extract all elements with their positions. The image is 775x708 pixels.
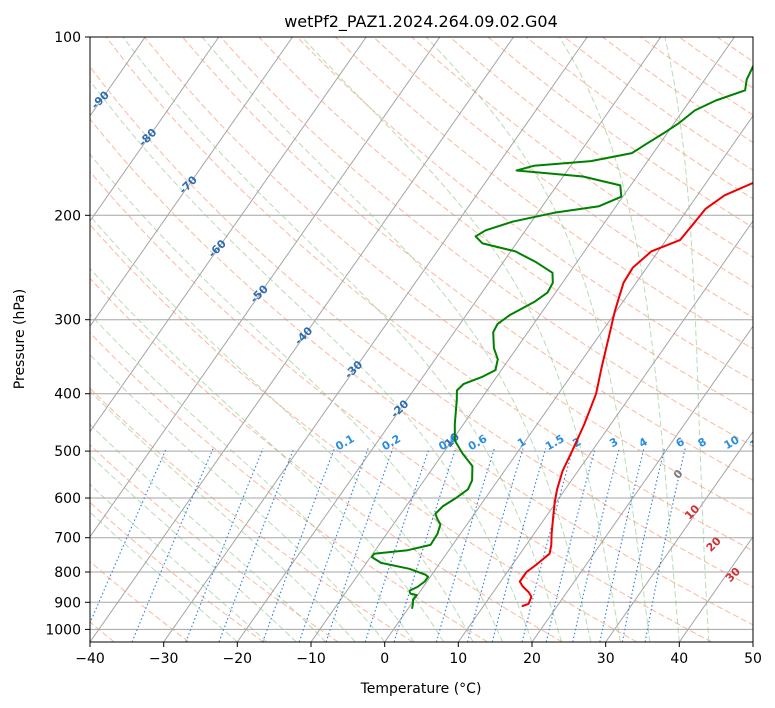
mixing-ratio-line bbox=[393, 448, 457, 642]
mixing-ratio-lines bbox=[90, 448, 686, 642]
y-tick-label: 900 bbox=[54, 595, 81, 611]
mixing-ratio-line bbox=[325, 448, 394, 642]
mixing-ratio-line bbox=[185, 448, 264, 642]
dry-adiabat-line bbox=[144, 37, 753, 516]
x-axis-label: Temperature (°C) bbox=[360, 681, 482, 697]
plot-frame bbox=[89, 36, 754, 643]
mixing-ratio-line bbox=[364, 448, 430, 642]
moist-adiabat-line bbox=[90, 153, 503, 642]
mixing-ratio-line bbox=[491, 448, 547, 642]
mixing-ratio-line bbox=[572, 448, 620, 642]
dry-adiabat-line bbox=[90, 560, 190, 642]
x-tick-label: −40 bbox=[75, 651, 105, 667]
isotherm-line bbox=[531, 325, 753, 642]
mixing-ratio-line bbox=[599, 448, 645, 642]
mixing-ratio-line bbox=[298, 448, 369, 642]
dry-adiabat-line bbox=[296, 37, 753, 382]
x-tick-label: 10 bbox=[449, 651, 467, 667]
y-tick-label: 300 bbox=[54, 313, 81, 329]
moist-adiabat-line bbox=[90, 79, 533, 642]
moist-adiabat-line bbox=[90, 267, 445, 642]
mixing-ratio-line bbox=[262, 448, 335, 642]
dry-adiabat-line bbox=[90, 118, 753, 626]
isotherm-line bbox=[90, 37, 220, 222]
mixing-ratio-line bbox=[521, 448, 574, 642]
dry-adiabat-line bbox=[90, 66, 753, 588]
moist-adiabat-line bbox=[558, 37, 680, 642]
moist-adiabat-line bbox=[425, 37, 651, 642]
profile-series bbox=[370, 64, 753, 609]
isotherm-line bbox=[384, 114, 753, 642]
isotherm-line bbox=[457, 220, 753, 642]
dewpoint-profile-line bbox=[370, 64, 753, 609]
moist-adiabat-line bbox=[90, 390, 356, 642]
isotherm-line bbox=[678, 535, 753, 642]
mixing-ratio-line bbox=[435, 448, 495, 642]
y-tick-label: 400 bbox=[54, 387, 81, 403]
y-tick-label: 1000 bbox=[45, 622, 81, 638]
dry-adiabat-line bbox=[220, 37, 753, 447]
y-tick-label: 200 bbox=[54, 208, 81, 224]
temperature-profile-line bbox=[518, 181, 753, 607]
dry-adiabat-line bbox=[90, 170, 712, 642]
moist-adiabat-line bbox=[90, 215, 474, 642]
chart-title: wetPf2_PAZ1.2024.264.09.02.G04 bbox=[284, 12, 558, 32]
plot-area: -100-90-80-70-60-50-40-30-20-100.10.20.4… bbox=[90, 37, 769, 642]
dry-adiabat-line bbox=[90, 332, 488, 642]
dry-adiabat-line bbox=[90, 277, 563, 642]
mixing-ratio-line bbox=[218, 448, 295, 642]
x-tick-label: 0 bbox=[380, 651, 389, 667]
pressure-gridlines bbox=[90, 37, 753, 630]
mixing-ratio-line bbox=[621, 448, 665, 642]
mixing-ratio-line bbox=[644, 448, 686, 642]
x-tick-label: −10 bbox=[296, 651, 326, 667]
x-axis-ticks: −40 −30 −20 −10 0 10 20 30 40 50 bbox=[75, 642, 762, 667]
isotherm-line bbox=[310, 37, 735, 642]
x-tick-label: 50 bbox=[744, 651, 762, 667]
x-tick-label: 30 bbox=[597, 651, 615, 667]
x-tick-label: 40 bbox=[670, 651, 688, 667]
y-tick-label: 100 bbox=[54, 30, 81, 46]
isotherm-line bbox=[90, 37, 293, 328]
y-tick-label: 800 bbox=[54, 565, 81, 581]
mixing-ratio-line bbox=[545, 448, 596, 642]
x-tick-label: −30 bbox=[149, 651, 179, 667]
dry-adiabat-line bbox=[90, 387, 414, 642]
x-tick-label: −20 bbox=[223, 651, 253, 667]
isotherm-line bbox=[236, 37, 662, 642]
x-tick-label: 20 bbox=[523, 651, 541, 667]
isotherms bbox=[90, 37, 753, 642]
y-tick-label: 600 bbox=[54, 491, 81, 507]
moist-adiabat-line bbox=[90, 483, 268, 642]
y-axis-ticks: 100 200 300 400 500 600 700 800 900 1000 bbox=[45, 30, 90, 638]
moist-adiabat-line bbox=[90, 354, 386, 642]
y-tick-label: 700 bbox=[54, 531, 81, 547]
isotherm-line bbox=[90, 37, 514, 642]
isotherm-line bbox=[90, 37, 441, 538]
moist-adiabat-line bbox=[664, 37, 710, 642]
moist-adiabat-line bbox=[90, 423, 327, 642]
moist-adiabat-line bbox=[301, 37, 621, 642]
moist-adiabat-label: 40 bbox=[749, 590, 769, 610]
isotherm-line bbox=[90, 37, 367, 433]
mixing-ratio-line bbox=[466, 448, 524, 642]
y-axis-label: Pressure (hPa) bbox=[12, 289, 28, 389]
dry-adiabat-line bbox=[182, 37, 753, 481]
moist-adiabat-line bbox=[90, 511, 238, 642]
moist-adiabat-line bbox=[201, 37, 592, 642]
y-tick-label: 500 bbox=[54, 444, 81, 460]
isotherm-line bbox=[163, 37, 588, 642]
mixing-ratio-label: 13 bbox=[748, 433, 768, 452]
mixing-ratio-line bbox=[131, 448, 214, 642]
moist-adiabat-line bbox=[122, 37, 562, 642]
isotherm-line bbox=[605, 430, 753, 642]
dry-adiabat-line bbox=[90, 223, 638, 642]
